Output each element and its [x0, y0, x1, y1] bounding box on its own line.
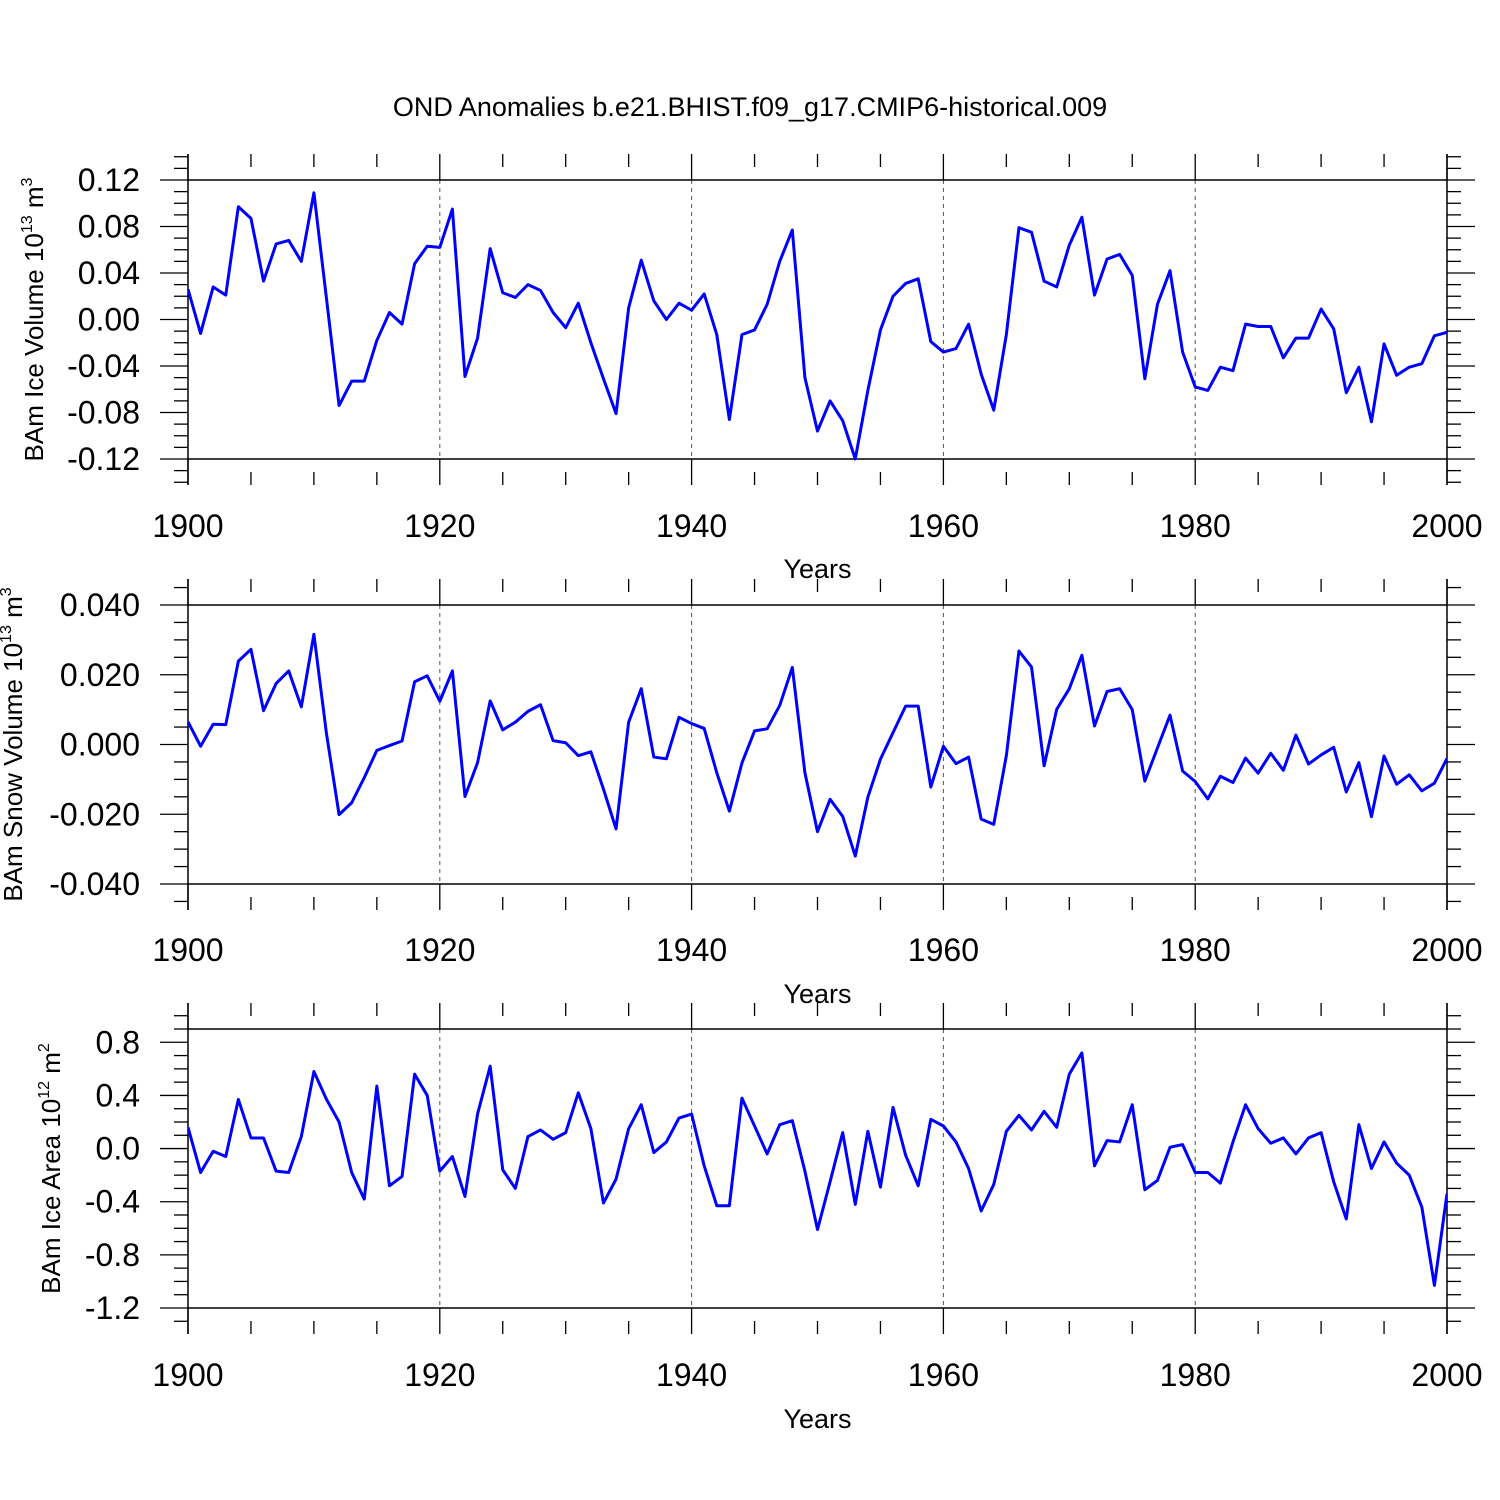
x-tick-label: 1960	[908, 508, 979, 544]
y-tick-label: -0.12	[67, 441, 140, 477]
series-line	[188, 1051, 1447, 1287]
y-axis-label: BAm Ice Volume 1013 m3	[19, 177, 49, 461]
y-tick-label: 0.4	[96, 1077, 140, 1113]
panel-1: 0.12 0.08 0.04 0.00 -0.04 -0.08 -0.12 1900 1920 1…	[19, 154, 1483, 584]
figure-title: OND Anomalies b.e21.BHIST.f09_g17.CMIP6-…	[393, 92, 1107, 122]
y-tick-label: -1.2	[85, 1290, 140, 1326]
x-tick-label: 1960	[908, 1357, 979, 1393]
y-tick-label: -0.8	[85, 1237, 140, 1273]
y-tick-label: -0.04	[67, 348, 140, 384]
x-tick-label: 1940	[656, 508, 727, 544]
y-tick-label: 0.04	[78, 255, 140, 291]
x-tick-label: 1920	[404, 508, 475, 544]
y-tick-label: 0.020	[60, 657, 140, 693]
series-line	[188, 632, 1447, 858]
y-tick-label: -0.040	[49, 866, 140, 902]
x-tick-label: 1940	[656, 1357, 727, 1393]
x-tick-label: 1900	[152, 508, 223, 544]
y-tick-label: -0.4	[85, 1184, 140, 1220]
x-tick-label: 1920	[404, 1357, 475, 1393]
y-tick-label: 0.0	[96, 1131, 140, 1167]
x-tick-label: 2000	[1411, 508, 1482, 544]
y-axis-label: BAm Snow Volume 1013 m3	[0, 587, 28, 901]
y-tick-label: -0.020	[49, 796, 140, 832]
x-tick-label: 1920	[404, 932, 475, 968]
y-tick-label: 0.00	[78, 302, 140, 338]
x-tick-label: 2000	[1411, 932, 1482, 968]
x-tick-label: 1900	[152, 1357, 223, 1393]
x-tick-label: 1940	[656, 932, 727, 968]
x-tick-label: 1960	[908, 932, 979, 968]
x-tick-label: 1900	[152, 932, 223, 968]
y-tick-label: 0.040	[60, 587, 140, 623]
y-axis-label: BAm Ice Area 1012 m2	[36, 1043, 66, 1294]
x-tick-label: 1980	[1160, 932, 1231, 968]
panel-3: 0.8 0.4 0.0 -0.4 -0.8 -1.2 1900 1920 1940 1960 198…	[36, 1003, 1483, 1434]
y-tick-label: 0.000	[60, 727, 140, 763]
y-tick-label: 0.08	[78, 209, 140, 245]
y-tick-label: -0.08	[67, 395, 140, 431]
panel-2: 0.040 0.020 0.000 -0.020 -0.040 1900 1920 1940 1…	[0, 579, 1483, 1009]
x-tick-label: 1980	[1160, 1357, 1231, 1393]
y-tick-label: 0.12	[78, 162, 140, 198]
y-tick-label: 0.8	[96, 1024, 140, 1060]
x-tick-label: 2000	[1411, 1357, 1482, 1393]
x-tick-label: 1980	[1160, 508, 1231, 544]
series-line	[188, 191, 1447, 461]
x-axis-label: Years	[783, 1404, 851, 1434]
